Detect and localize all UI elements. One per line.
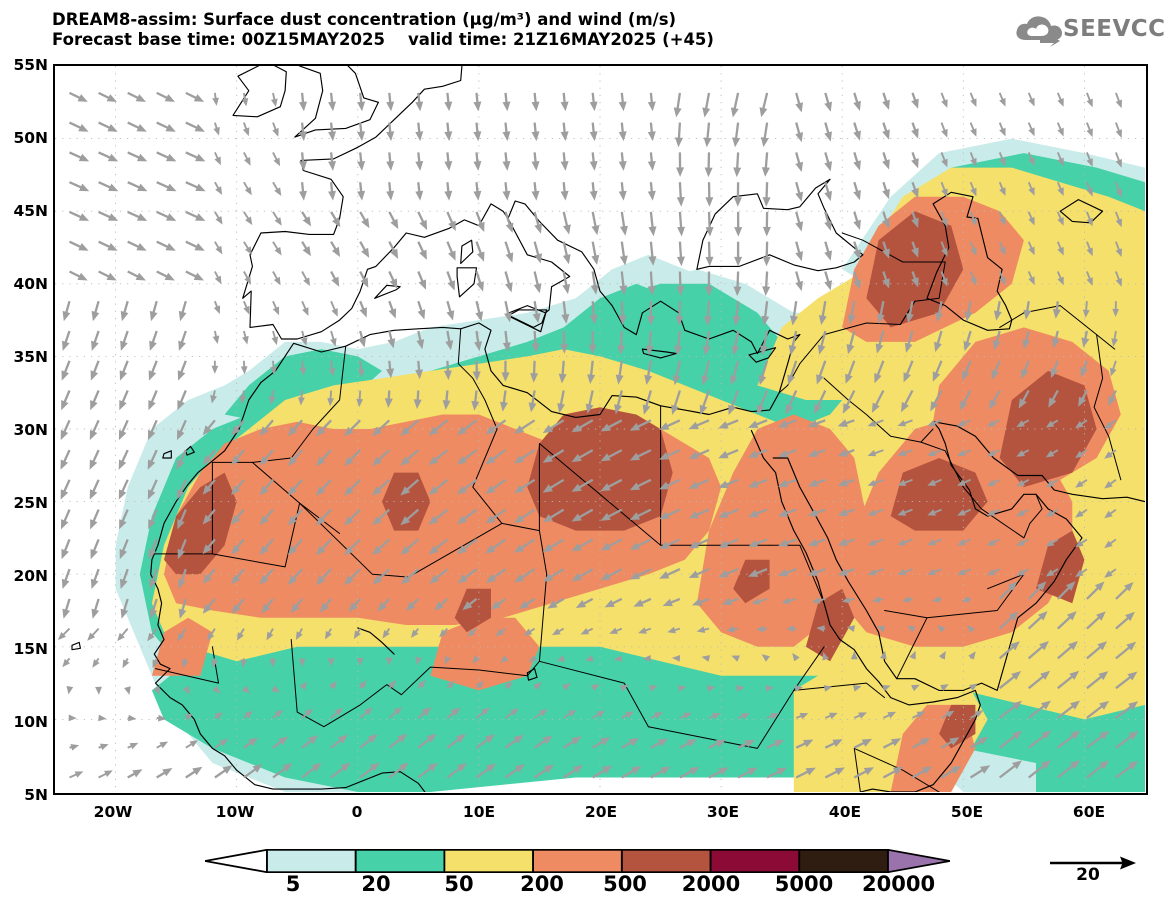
y-tick-55n: 55N xyxy=(13,56,48,74)
y-tick-25n: 25N xyxy=(13,494,48,512)
wind-vector-field xyxy=(57,91,1139,779)
x-tick-60e: 60E xyxy=(1072,803,1106,821)
x-tick-0: 0 xyxy=(351,803,363,821)
y-tick-40n: 40N xyxy=(13,275,48,293)
wind-scale-value: 20 xyxy=(1076,865,1100,885)
y-tick-20n: 20N xyxy=(13,567,48,585)
colorbar-label-20000: 20000 xyxy=(862,872,936,896)
colorbar-label-500: 500 xyxy=(603,872,647,896)
x-tick-10w: 10W xyxy=(215,803,255,821)
y-tick-5n: 5N xyxy=(24,786,48,804)
colorbar[interactable] xyxy=(205,849,950,873)
y-tick-35n: 35N xyxy=(13,348,48,366)
page-title: DREAM8-assim: Surface dust concentration… xyxy=(52,10,677,29)
colorbar-label-2000: 2000 xyxy=(681,872,741,896)
y-tick-50n: 50N xyxy=(13,129,48,147)
colorbar-label-5: 5 xyxy=(285,872,301,896)
colorbar-label-5000: 5000 xyxy=(774,872,834,896)
wind-scale-arrow-icon xyxy=(1050,856,1136,870)
colorbar-label-200: 200 xyxy=(520,872,564,896)
y-tick-10n: 10N xyxy=(13,713,48,731)
dust-concentration-map xyxy=(55,66,1145,792)
y-tick-15n: 15N xyxy=(13,640,48,658)
x-tick-50e: 50E xyxy=(950,803,984,821)
x-tick-10e: 10E xyxy=(462,803,496,821)
y-tick-30n: 30N xyxy=(13,421,48,439)
y-tick-45n: 45N xyxy=(13,202,48,220)
x-tick-30e: 30E xyxy=(706,803,740,821)
x-tick-20e: 20E xyxy=(584,803,618,821)
map-plot-area[interactable] xyxy=(53,64,1148,795)
colorbar-label-50: 50 xyxy=(444,872,474,896)
x-tick-40e: 40E xyxy=(828,803,862,821)
seevccc-logo-text: SEEVCCC xyxy=(1063,16,1165,42)
x-tick-20w: 20W xyxy=(93,803,133,821)
colorbar-label-20: 20 xyxy=(361,872,391,896)
seevccc-cloud-icon xyxy=(1016,16,1062,47)
forecast-time-subtitle: Forecast base time: 00Z15MAY2025 valid t… xyxy=(52,30,714,49)
